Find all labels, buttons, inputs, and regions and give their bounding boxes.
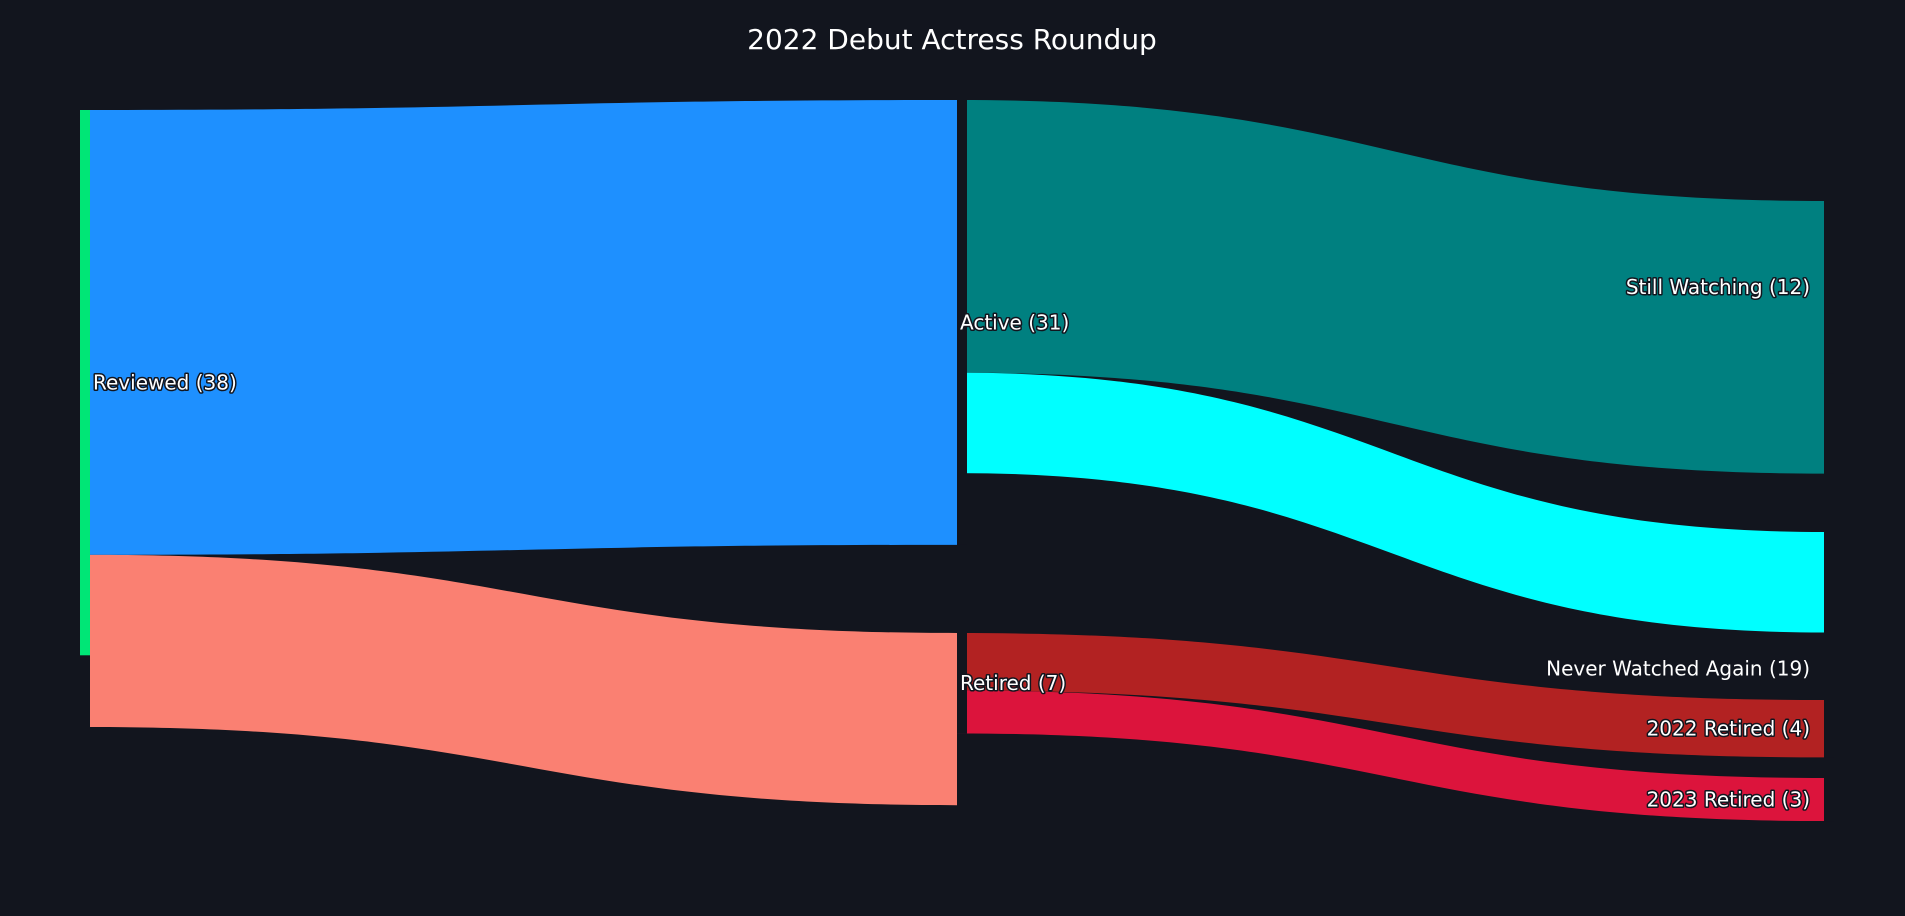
sankey-node-reviewed bbox=[80, 110, 90, 656]
sankey-node-label-reviewed: Reviewed (38) bbox=[93, 371, 237, 395]
sankey-node-r2022 bbox=[1824, 700, 1834, 758]
sankey-labels: Reviewed (38) Active (31) Retired (7) Still… bbox=[92, 274, 1812, 813]
sankey-link-reviewed-retired bbox=[90, 554, 957, 806]
sankey-node-retired bbox=[957, 633, 967, 734]
sankey-node-label-r2023: 2023 Retired (3) bbox=[1647, 788, 1810, 812]
sankey-node-label-still: Still Watching (12) bbox=[1626, 275, 1810, 299]
sankey-node-label-active: Active (31) bbox=[960, 310, 1069, 334]
chart-title: 2022 Debut Actress Roundup bbox=[747, 23, 1157, 56]
sankey-link-retired-r2022 bbox=[957, 633, 1824, 758]
sankey-node-label-retired: Retired (7) bbox=[960, 671, 1066, 695]
sankey-node-r2023 bbox=[1824, 778, 1834, 822]
sankey-link-reviewed-active bbox=[90, 100, 957, 555]
sankey-links bbox=[90, 100, 1824, 822]
sankey-node-label-r2022: 2022 Retired (4) bbox=[1647, 717, 1810, 741]
sankey-link-active-still bbox=[957, 100, 1824, 474]
sankey-link-active-never bbox=[957, 372, 1824, 633]
sankey-node-never bbox=[1824, 532, 1834, 805]
sankey-node-still bbox=[1824, 201, 1834, 374]
sankey-node-active bbox=[957, 100, 967, 545]
sankey-nodes bbox=[80, 100, 1834, 822]
sankey-node-label-never: Never Watched Again (19) bbox=[1546, 656, 1810, 680]
sankey-link-retired-r2023 bbox=[957, 690, 1824, 822]
